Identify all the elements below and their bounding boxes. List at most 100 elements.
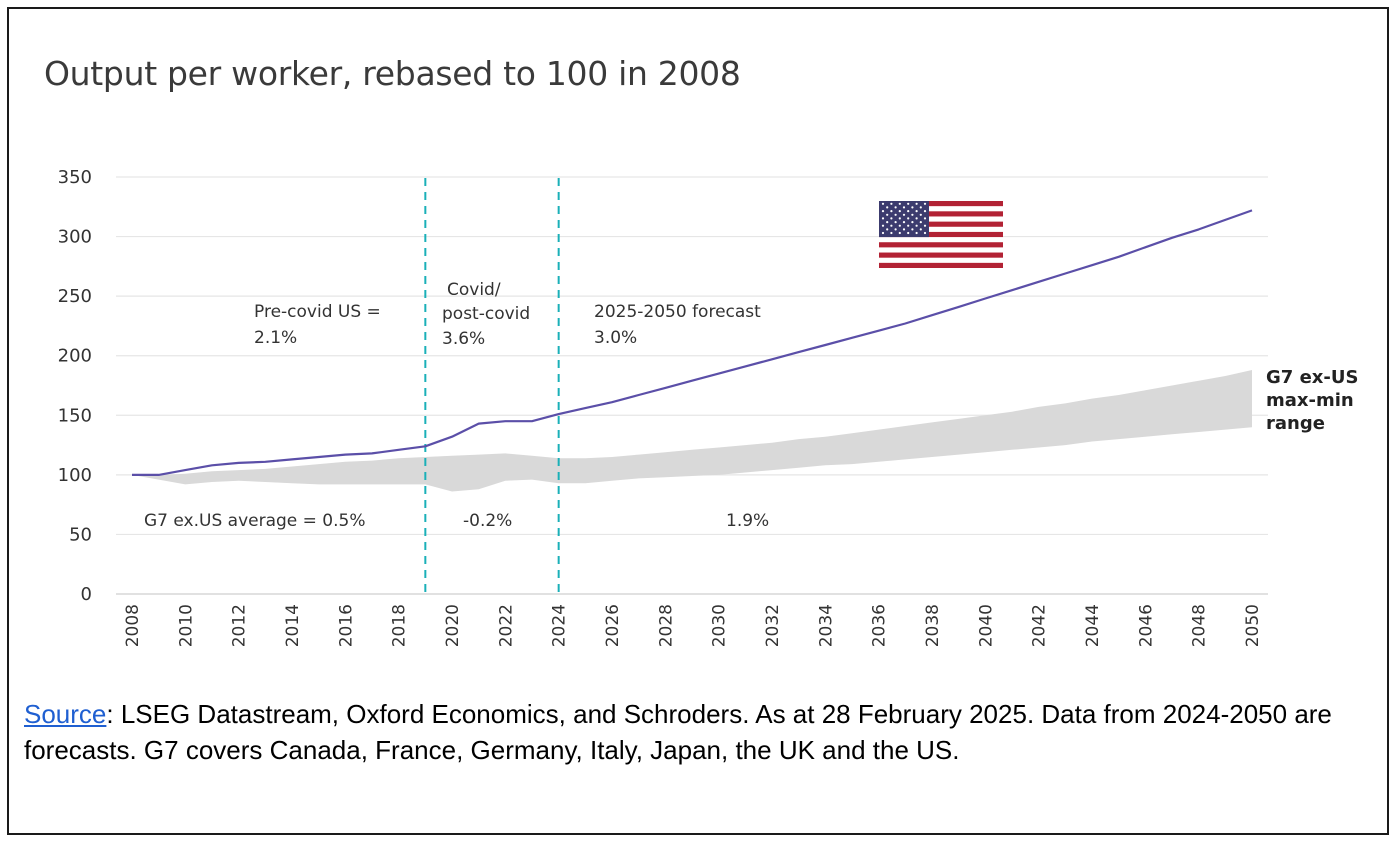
flag-star <box>898 231 901 235</box>
x-tick-label: 2030 <box>710 604 730 647</box>
flag-star <box>907 224 910 227</box>
y-tick-label: 200 <box>58 346 92 367</box>
us-output-line <box>132 209 1253 476</box>
flag-stripe <box>879 221 1003 227</box>
flag-star <box>894 221 897 224</box>
flag-star <box>915 210 918 213</box>
y-tick-label: 250 <box>58 286 92 307</box>
chart-title: Output per worker, rebased to 100 in 200… <box>44 54 741 93</box>
annotation-g7-covid: -0.2% <box>463 511 512 531</box>
flag-star <box>886 221 889 224</box>
x-tick-label: 2012 <box>230 604 250 647</box>
flag-stripe <box>879 252 1003 258</box>
x-tick-label: 2032 <box>763 604 783 647</box>
flag-star <box>919 206 922 209</box>
x-tick-label: 2028 <box>656 604 676 647</box>
flag-stripe <box>879 262 1003 268</box>
flag-star <box>915 231 918 235</box>
flag-star <box>915 202 918 205</box>
flag-star <box>919 228 922 231</box>
flag-star <box>911 221 914 224</box>
flag-star <box>902 213 906 216</box>
x-tick-label: 2040 <box>976 604 996 647</box>
flag-star <box>894 228 897 231</box>
flag-star <box>881 231 885 235</box>
y-tick-label: 0 <box>81 584 92 605</box>
flag-star <box>890 224 893 227</box>
x-tick-label: 2044 <box>1083 604 1103 647</box>
annotation-covid-label-2: post-covid <box>442 304 530 324</box>
flag-star <box>923 224 927 227</box>
flag-star <box>898 217 901 220</box>
flag-star <box>886 228 889 231</box>
x-tick-label: 2016 <box>336 604 356 647</box>
flag-star <box>911 206 914 209</box>
flag-star <box>902 221 906 224</box>
x-tick-label: 2046 <box>1136 604 1156 647</box>
flag-star <box>902 228 906 231</box>
flag-star <box>881 224 885 227</box>
x-tick-label: 2024 <box>550 604 570 647</box>
annotation-covid-label-1: Covid/ <box>447 280 501 300</box>
x-tick-label: 2042 <box>1030 604 1050 647</box>
annotation-g7-forecast: 1.9% <box>726 511 769 531</box>
y-tick-label: 150 <box>58 405 92 426</box>
flag-star <box>923 231 927 235</box>
line-chart: 0 50 100 150 200 250 300 350 2008 2010 2012 2014 201… <box>58 167 1359 647</box>
annotation-forecast-label: 2025-2050 forecast <box>594 302 761 322</box>
flag-star <box>919 221 922 224</box>
annotation-g7-pre: G7 ex.US average = 0.5% <box>144 511 366 531</box>
flag-star <box>898 202 901 205</box>
flag-star <box>881 210 885 213</box>
flag-star <box>907 217 910 220</box>
g7-range-label-line: G7 ex-US <box>1266 367 1358 388</box>
flag-star <box>886 206 889 209</box>
flag-star <box>890 210 893 213</box>
flag-star <box>894 213 897 216</box>
y-tick-label: 50 <box>69 524 92 545</box>
source-note: Source: LSEG Datastream, Oxford Economic… <box>24 696 1364 768</box>
flag-stripe <box>879 231 1003 238</box>
flag-star <box>907 231 910 235</box>
annotation-us-pre-label: Pre-covid US = <box>254 302 381 322</box>
x-tick-label: 2020 <box>443 604 463 647</box>
flag-star <box>898 224 901 227</box>
flag-star <box>923 210 927 213</box>
flag-star <box>915 224 918 227</box>
y-tick-label: 100 <box>58 465 92 486</box>
flag-stripe <box>879 211 1003 217</box>
flag-star <box>907 202 910 205</box>
flag-star <box>886 213 889 216</box>
y-tick-label: 350 <box>58 167 92 188</box>
flag-star <box>911 228 914 231</box>
flag-star <box>890 202 893 205</box>
flag-stripe <box>879 201 1003 207</box>
x-tick-label: 2026 <box>603 604 623 647</box>
annotation-covid-value: 3.6% <box>442 329 485 349</box>
flag-star <box>923 217 927 220</box>
x-tick-label: 2050 <box>1243 604 1263 647</box>
flag-stripe <box>879 242 1003 248</box>
annotation-us-pre-value: 2.1% <box>254 328 297 348</box>
x-tick-label: 2014 <box>283 604 303 647</box>
flag-star <box>890 231 893 235</box>
flag-star <box>894 206 897 209</box>
g7-range-band <box>132 370 1252 492</box>
x-tick-label: 2008 <box>123 604 143 647</box>
flag-star <box>898 210 901 213</box>
flag-star <box>907 210 910 213</box>
flag-star <box>881 202 885 205</box>
flag-star <box>902 206 906 209</box>
x-tick-label: 2036 <box>870 604 890 647</box>
y-tick-label: 300 <box>58 227 92 248</box>
x-tick-label: 2022 <box>496 604 516 647</box>
x-tick-label: 2048 <box>1190 604 1210 647</box>
flag-star <box>915 217 918 220</box>
g7-range-label-line: range <box>1266 413 1325 434</box>
annotation-forecast-value: 3.0% <box>594 328 637 348</box>
x-tick-label: 2010 <box>176 604 196 647</box>
source-text: : LSEG Datastream, Oxford Economics, and… <box>24 699 1332 765</box>
source-link[interactable]: Source <box>24 699 107 729</box>
x-tick-label: 2018 <box>390 604 410 647</box>
flag-star <box>890 217 893 220</box>
